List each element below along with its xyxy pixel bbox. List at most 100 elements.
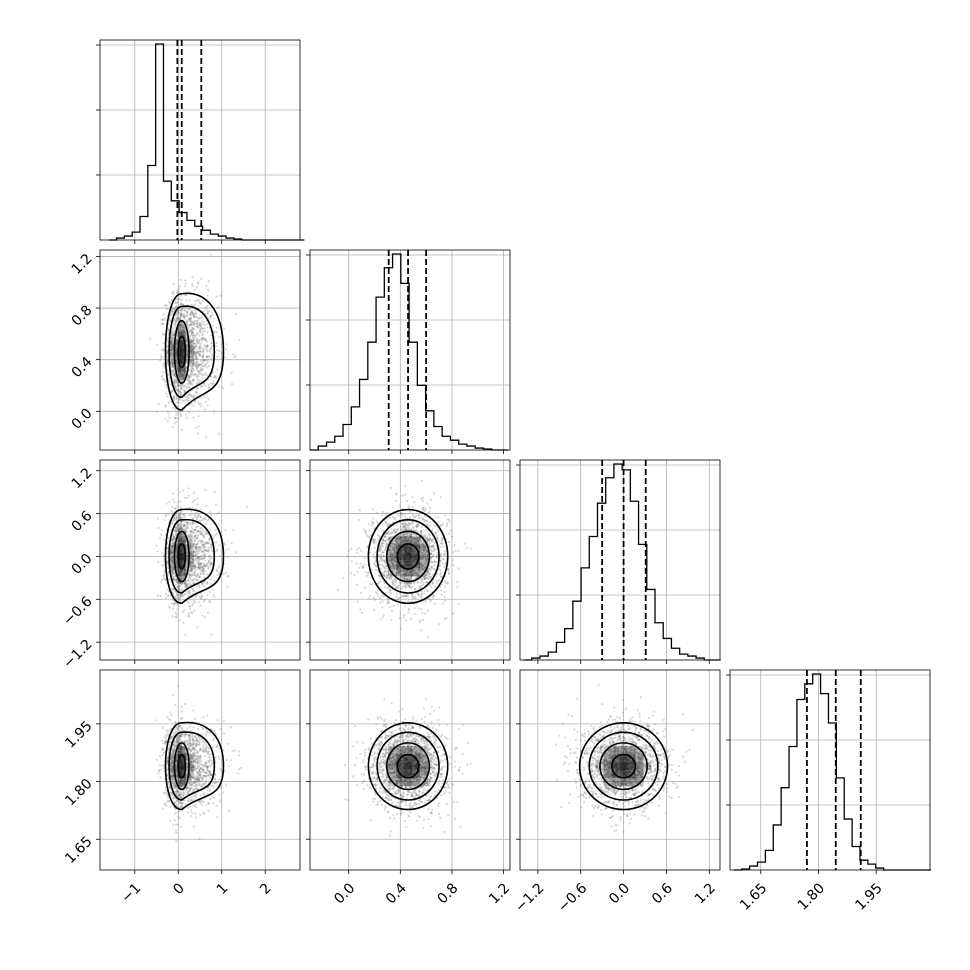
sample-point	[191, 331, 194, 334]
sample-point	[397, 597, 400, 600]
sample-point	[420, 543, 423, 546]
sample-point	[432, 549, 435, 552]
sample-point	[188, 539, 191, 542]
sample-point	[394, 586, 397, 590]
sample-point	[201, 519, 204, 522]
sample-point	[184, 568, 187, 571]
sample-point	[404, 574, 407, 577]
sample-point	[172, 535, 176, 539]
sample-point	[378, 563, 382, 566]
sample-point	[172, 282, 175, 285]
sample-point	[181, 539, 184, 543]
sample-point	[175, 411, 179, 414]
sample-point	[373, 556, 376, 559]
sample-point	[179, 303, 182, 306]
sample-point	[190, 303, 193, 307]
sample-point	[157, 526, 160, 530]
sample-point	[401, 522, 404, 525]
sample-point	[179, 388, 182, 391]
sample-point	[420, 581, 423, 584]
sample-point	[399, 587, 403, 590]
sample-point	[166, 566, 169, 569]
sample-point	[178, 517, 182, 520]
sample-point	[198, 562, 201, 565]
sample-point	[208, 349, 211, 352]
sample-point	[432, 553, 435, 556]
sample-point	[190, 567, 194, 570]
sample-point	[214, 375, 217, 378]
sample-point	[183, 569, 186, 572]
sample-point	[201, 385, 204, 388]
sample-point	[198, 329, 201, 332]
sample-point	[218, 564, 221, 567]
sample-point	[201, 352, 205, 355]
sample-point	[175, 350, 178, 353]
sample-point	[201, 334, 204, 337]
sample-point	[169, 557, 172, 560]
sample-point	[373, 608, 376, 611]
sample-point	[175, 533, 178, 536]
sample-point	[225, 548, 228, 551]
sample-point	[181, 383, 184, 387]
sample-point	[407, 574, 410, 577]
sample-point	[182, 489, 185, 492]
sample-point	[382, 564, 385, 568]
sample-point	[447, 518, 451, 522]
sample-point	[433, 560, 436, 563]
sample-point	[182, 540, 185, 543]
sample-point	[185, 583, 188, 586]
sample-point	[164, 303, 167, 307]
sample-point	[196, 536, 199, 539]
sample-point	[194, 534, 198, 537]
density-cell	[412, 568, 421, 577]
sample-point	[202, 567, 205, 571]
sample-point	[175, 420, 178, 423]
sample-point	[191, 579, 194, 582]
sample-point	[167, 328, 170, 331]
sample-point	[171, 362, 174, 365]
sample-point	[441, 542, 444, 545]
sample-point	[179, 324, 182, 327]
sample-point	[161, 322, 164, 325]
sample-point	[180, 570, 183, 573]
sample-point	[197, 370, 201, 373]
sample-point	[182, 325, 185, 329]
sample-point	[174, 313, 178, 317]
sample-point	[356, 600, 359, 603]
sample-point	[391, 562, 394, 566]
sample-point	[190, 567, 194, 570]
sample-point	[191, 367, 194, 370]
sample-point	[178, 384, 181, 387]
sample-point	[202, 354, 205, 357]
sample-point	[423, 545, 426, 548]
ytick-label-2-3: 0.6	[69, 508, 96, 535]
sample-point	[209, 317, 212, 320]
sample-point	[187, 487, 190, 490]
sample-point	[443, 595, 446, 598]
sample-point	[185, 338, 188, 341]
sample-point	[172, 380, 175, 383]
sample-point	[191, 395, 194, 398]
sample-point	[175, 526, 178, 529]
sample-point	[422, 555, 425, 558]
sample-point	[194, 355, 198, 358]
sample-point	[399, 536, 403, 539]
sample-point	[447, 572, 450, 576]
sample-point	[202, 551, 205, 554]
sample-point	[408, 516, 411, 519]
sample-point	[400, 515, 403, 518]
sample-point	[186, 310, 189, 314]
sample-point	[190, 316, 193, 319]
sample-point	[193, 400, 196, 403]
sample-point	[196, 369, 199, 373]
sample-point	[188, 542, 192, 545]
sample-point	[188, 375, 191, 378]
sample-point	[381, 551, 385, 554]
sample-point	[202, 567, 205, 570]
sample-point	[429, 498, 433, 501]
sample-point	[426, 570, 430, 573]
sample-point	[427, 571, 431, 574]
sample-point	[408, 584, 411, 587]
sample-point	[161, 374, 164, 377]
sample-point	[402, 541, 405, 544]
